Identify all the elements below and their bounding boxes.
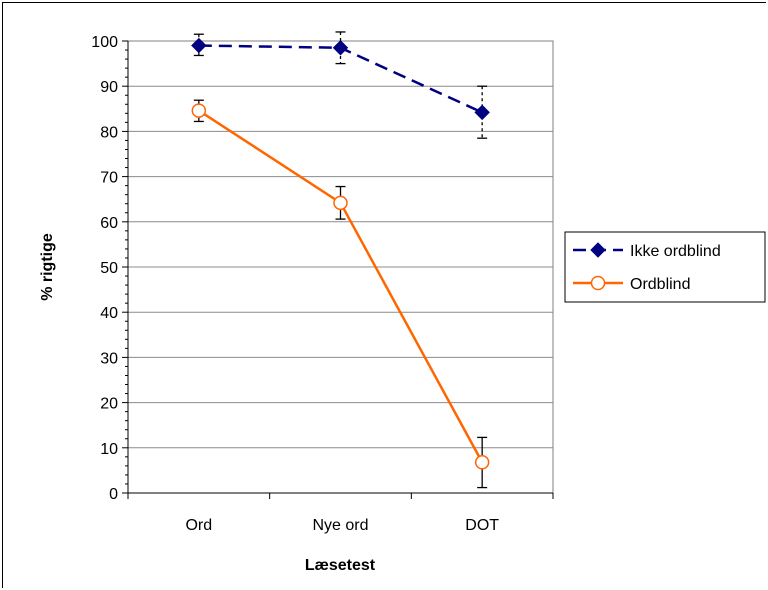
data-point (333, 195, 348, 211)
y-tick-label: 20 (100, 396, 118, 413)
legend-item: Ordblind (573, 275, 690, 293)
series-ordblind (191, 99, 490, 489)
series (191, 31, 490, 489)
legend-marker (590, 275, 606, 291)
x-tick-label: DOT (465, 517, 499, 534)
y-tick-label: 70 (100, 170, 118, 187)
axes: 0 10 20 30 40 50 60 70 80 90 100 Ord Nye ord DOT (91, 34, 554, 534)
series-ikke-ordblind (191, 31, 490, 139)
gridlines (128, 40, 553, 449)
y-axis-title: % rigtige (39, 233, 56, 301)
x-tick-label: Nye ord (312, 517, 368, 534)
y-tick-label: 30 (100, 350, 118, 367)
legend-item: Ikke ordblind (573, 242, 721, 260)
y-tick-label: 40 (100, 305, 118, 322)
series-line (198, 109, 484, 463)
data-point (191, 103, 207, 118)
y-tick-label: 80 (100, 124, 118, 141)
legend: Ikke ordblind Ordblind (564, 231, 766, 303)
y-tick-label: 90 (100, 79, 118, 96)
legend-label: Ordblind (630, 276, 690, 293)
y-tick-label: 0 (109, 486, 118, 503)
y-tick-label: 60 (100, 215, 118, 232)
x-tick-label: Ord (185, 517, 212, 534)
legend-marker (590, 242, 606, 258)
y-tick-label: 100 (91, 34, 118, 51)
legend-label: Ikke ordblind (630, 243, 721, 260)
data-point (332, 40, 349, 56)
data-point (191, 37, 207, 54)
data-point (474, 455, 490, 470)
x-axis-title: Læsetest (305, 557, 376, 574)
series-line (198, 44, 483, 114)
y-tick-label: 10 (100, 441, 118, 458)
y-tick-label: 50 (100, 260, 118, 277)
data-point (474, 104, 490, 121)
